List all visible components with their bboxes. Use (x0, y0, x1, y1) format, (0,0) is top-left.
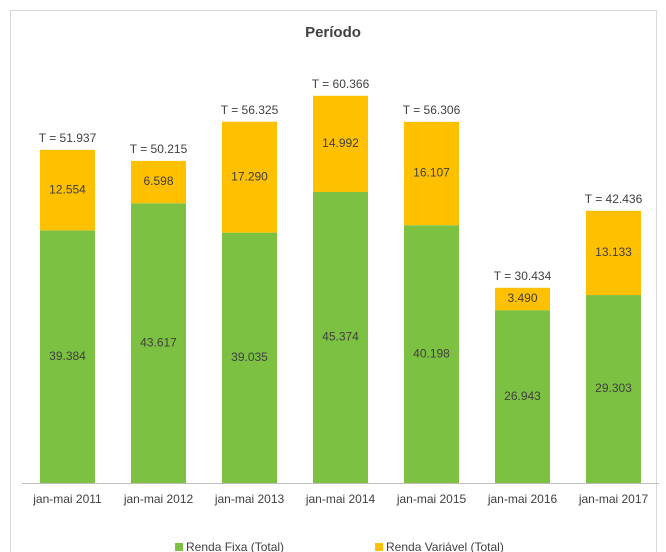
value-label: 12.554 (49, 182, 86, 196)
value-label: 26.943 (504, 389, 541, 403)
legend-swatch (375, 543, 383, 551)
value-label: 39.035 (231, 350, 268, 364)
x-tick-label: jan-mai 2011 (32, 492, 102, 506)
bar-segment (222, 232, 277, 483)
legend-label: Renda Fixa (Total) (186, 540, 284, 552)
x-tick-label: jan-mai 2017 (578, 492, 649, 506)
total-label: T = 51.937 (39, 131, 97, 145)
total-label: T = 60.366 (312, 77, 370, 91)
total-label: T = 56.306 (403, 103, 461, 117)
x-tick-label: jan-mai 2015 (396, 492, 467, 506)
bar-segment (40, 149, 95, 231)
chart-title: Período (305, 24, 361, 41)
value-label: 14.992 (322, 136, 359, 150)
value-label: 16.107 (413, 166, 450, 180)
value-label: 6.598 (143, 174, 173, 188)
x-tick-label: jan-mai 2016 (487, 492, 558, 506)
total-label: T = 50.215 (130, 142, 188, 156)
value-label: 3.490 (507, 291, 537, 305)
x-tick-label: jan-mai 2014 (305, 492, 376, 506)
value-label: 40.198 (413, 346, 450, 360)
total-label: T = 42.436 (585, 192, 643, 206)
bar-segment (222, 121, 277, 233)
value-label: 45.374 (322, 330, 359, 344)
x-tick-label: jan-mai 2012 (123, 492, 194, 506)
value-label: 17.290 (231, 169, 268, 183)
bar-segment (313, 95, 368, 192)
bar-segment (131, 160, 186, 204)
total-label: T = 56.325 (221, 103, 279, 117)
bar-segment (495, 287, 550, 311)
bar-segment (404, 225, 459, 483)
bar-segment (404, 121, 459, 226)
bar-segment (40, 230, 95, 483)
value-label: 39.384 (49, 349, 86, 363)
bar-segment (495, 310, 550, 483)
value-label: 43.617 (140, 335, 177, 349)
bar-segment (313, 191, 368, 484)
bar-segment (131, 203, 186, 484)
bar-segment (586, 295, 641, 483)
value-label: 13.133 (595, 245, 632, 259)
legend-swatch (175, 543, 183, 551)
total-label: T = 30.434 (494, 269, 552, 283)
x-tick-label: jan-mai 2013 (214, 492, 285, 506)
bar-segment (586, 210, 641, 296)
legend-label: Renda Variável (Total) (386, 540, 504, 552)
value-label: 29.303 (595, 381, 632, 395)
